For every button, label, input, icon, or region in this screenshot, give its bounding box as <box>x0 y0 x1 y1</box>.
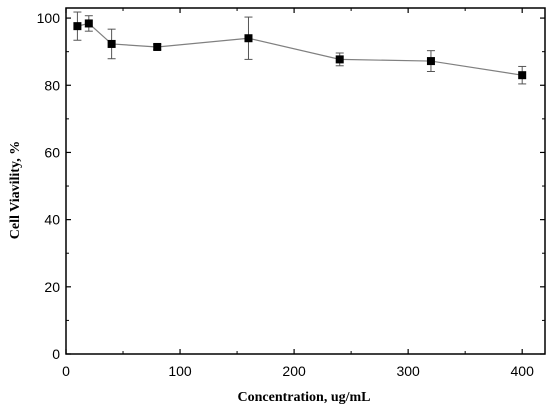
x-axis-title: Concentration, ug/mL <box>238 390 371 405</box>
plot-border <box>65 7 546 355</box>
error-bars <box>73 11 527 85</box>
data-point <box>426 57 435 66</box>
data-point <box>335 55 344 64</box>
x-axis-ticks: 0 100 200 300 400 <box>62 8 534 379</box>
x-tick-label: 0 <box>62 363 70 379</box>
data-points <box>73 19 527 80</box>
y-tick-label: 80 <box>44 77 60 93</box>
x-tick-label: 100 <box>168 363 192 379</box>
y-tick-label: 20 <box>44 279 60 295</box>
x-tick-label: 300 <box>396 363 420 379</box>
data-point <box>84 19 93 28</box>
y-axis-title: Cell Viavility, % <box>8 141 23 239</box>
data-point <box>244 34 253 43</box>
data-point <box>153 42 162 51</box>
data-point <box>73 22 82 31</box>
y-axis-ticks: 0 20 40 60 80 100 <box>37 10 545 362</box>
data-point <box>518 71 527 80</box>
y-tick-label: 40 <box>44 212 60 228</box>
plot-frame <box>65 7 546 355</box>
y-tick-label: 100 <box>37 10 61 26</box>
x-tick-label: 400 <box>511 363 535 379</box>
series-line <box>77 22 523 76</box>
x-tick-label: 200 <box>282 363 306 379</box>
series-connector-line <box>77 22 523 76</box>
y-tick-label: 60 <box>44 144 60 160</box>
data-point <box>107 39 116 48</box>
y-tick-label: 0 <box>52 346 60 362</box>
